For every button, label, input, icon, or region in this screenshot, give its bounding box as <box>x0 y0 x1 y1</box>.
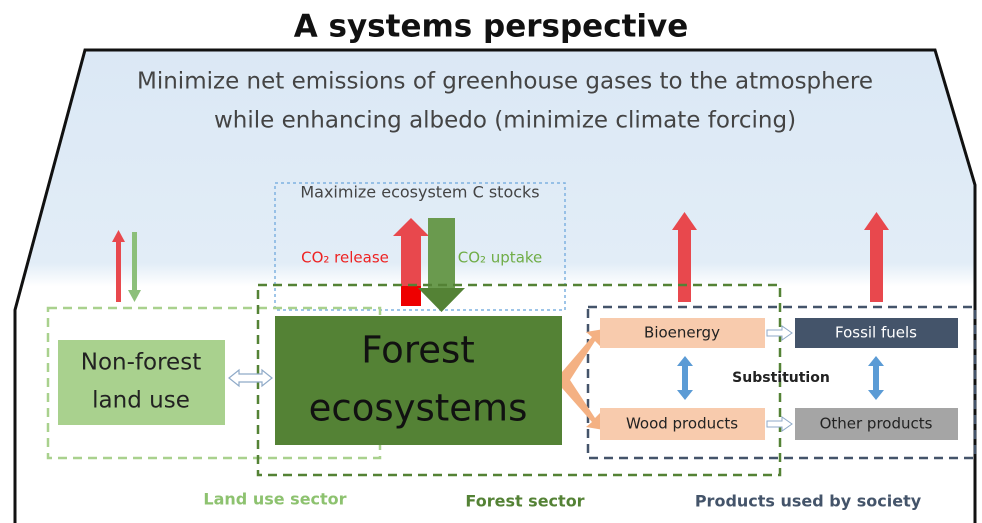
wood-box <box>600 408 765 440</box>
uptake-arrow-head <box>418 288 465 312</box>
substitution-arrow <box>677 356 693 400</box>
forest-label: Forest <box>361 329 475 372</box>
forest-sector-label: Forest sector <box>465 492 584 511</box>
release-arrow-base <box>401 286 421 306</box>
uptake-arrow <box>132 232 137 290</box>
uptake-arrow-head <box>128 290 141 302</box>
release-arrow-head <box>393 218 429 236</box>
co2-uptake: CO₂ uptake <box>458 249 543 267</box>
title: A systems perspective <box>294 9 689 45</box>
forest-label: ecosystems <box>309 387 528 430</box>
co2-release: CO₂ release <box>301 249 389 267</box>
substitute-arrow <box>766 325 793 341</box>
non-forest-label: Non-forest <box>81 350 201 376</box>
ecosystem-box <box>274 182 566 311</box>
emission-arrow-head <box>672 212 697 230</box>
fossil-box <box>795 318 958 348</box>
other-label: Other products <box>820 415 933 433</box>
bioenergy-label: Bioenergy <box>644 324 720 342</box>
uptake-arrow <box>428 218 455 290</box>
substitution-label: Substitution <box>732 370 830 386</box>
exchange-arrow <box>228 368 273 388</box>
goal-line: Minimize net emissions of greenhouse gas… <box>137 69 873 95</box>
forest-box <box>275 316 562 445</box>
products-sector-label: Products used by society <box>695 492 922 511</box>
fossil-label: Fossil fuels <box>835 324 917 342</box>
bioenergy-box <box>600 318 765 348</box>
house-fill <box>15 50 975 523</box>
emission-arrow <box>870 228 883 302</box>
emission-arrow-head <box>864 212 889 230</box>
house-outline <box>13 48 977 523</box>
land-use-sector-label: Land use sector <box>203 490 346 509</box>
flow-arrows <box>562 329 604 430</box>
ecosystem-goal: Maximize ecosystem C stocks <box>300 183 539 202</box>
non-forest-box <box>58 340 225 425</box>
non-forest-label: land use <box>92 388 190 414</box>
wood-label: Wood products <box>626 415 738 433</box>
emission-arrow <box>678 228 691 302</box>
substitution-arrow <box>868 356 884 400</box>
substitute-arrow <box>766 416 793 432</box>
release-arrow <box>116 240 121 302</box>
other-box <box>795 408 958 440</box>
release-arrow-head <box>112 230 125 242</box>
goal-line: while enhancing albedo (minimize climate… <box>214 108 796 134</box>
